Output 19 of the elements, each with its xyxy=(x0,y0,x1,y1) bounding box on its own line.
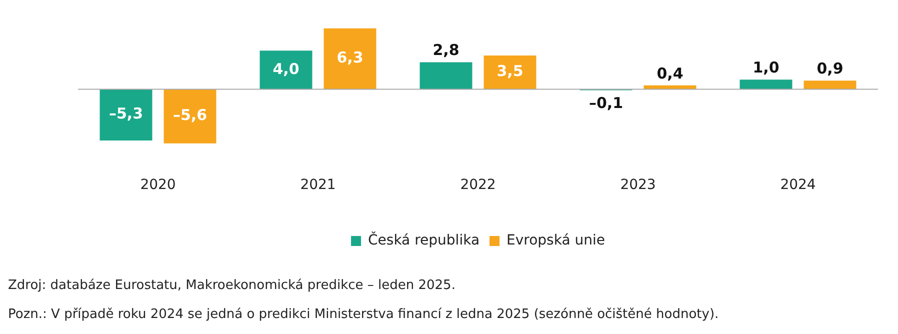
x-tick-label: 2024 xyxy=(780,177,816,194)
data-label: –0,1 xyxy=(588,94,624,112)
data-label: –5,3 xyxy=(108,104,144,123)
x-tick-label: 2022 xyxy=(460,177,496,194)
x-tick-label: 2023 xyxy=(620,177,656,194)
text: Pozn.: V případě roku 2024 se jedná o predikci Ministerstva financí z ledna 2025 (sezónně očištěné hodnoty). xyxy=(8,307,720,322)
data-label: 3,5 xyxy=(496,62,524,80)
data-label: 0,9 xyxy=(816,59,844,78)
text: Zdroj: databáze Eurostatu, Makroekonomická predikce – leden 2025. xyxy=(8,278,456,293)
data-label: –5,6 xyxy=(172,106,208,124)
x-tick-label: 2021 xyxy=(300,177,336,194)
data-label: 1,0 xyxy=(752,58,780,76)
data-label: 4,0 xyxy=(272,60,300,78)
x-tick-label: 2020 xyxy=(140,177,176,194)
data-label: 6,3 xyxy=(336,48,364,67)
legend-label: Evropská unie xyxy=(506,232,605,249)
data-label: 0,4 xyxy=(656,64,684,82)
legend-label: Česká republika xyxy=(368,232,480,249)
data-label: 2,8 xyxy=(432,41,460,60)
